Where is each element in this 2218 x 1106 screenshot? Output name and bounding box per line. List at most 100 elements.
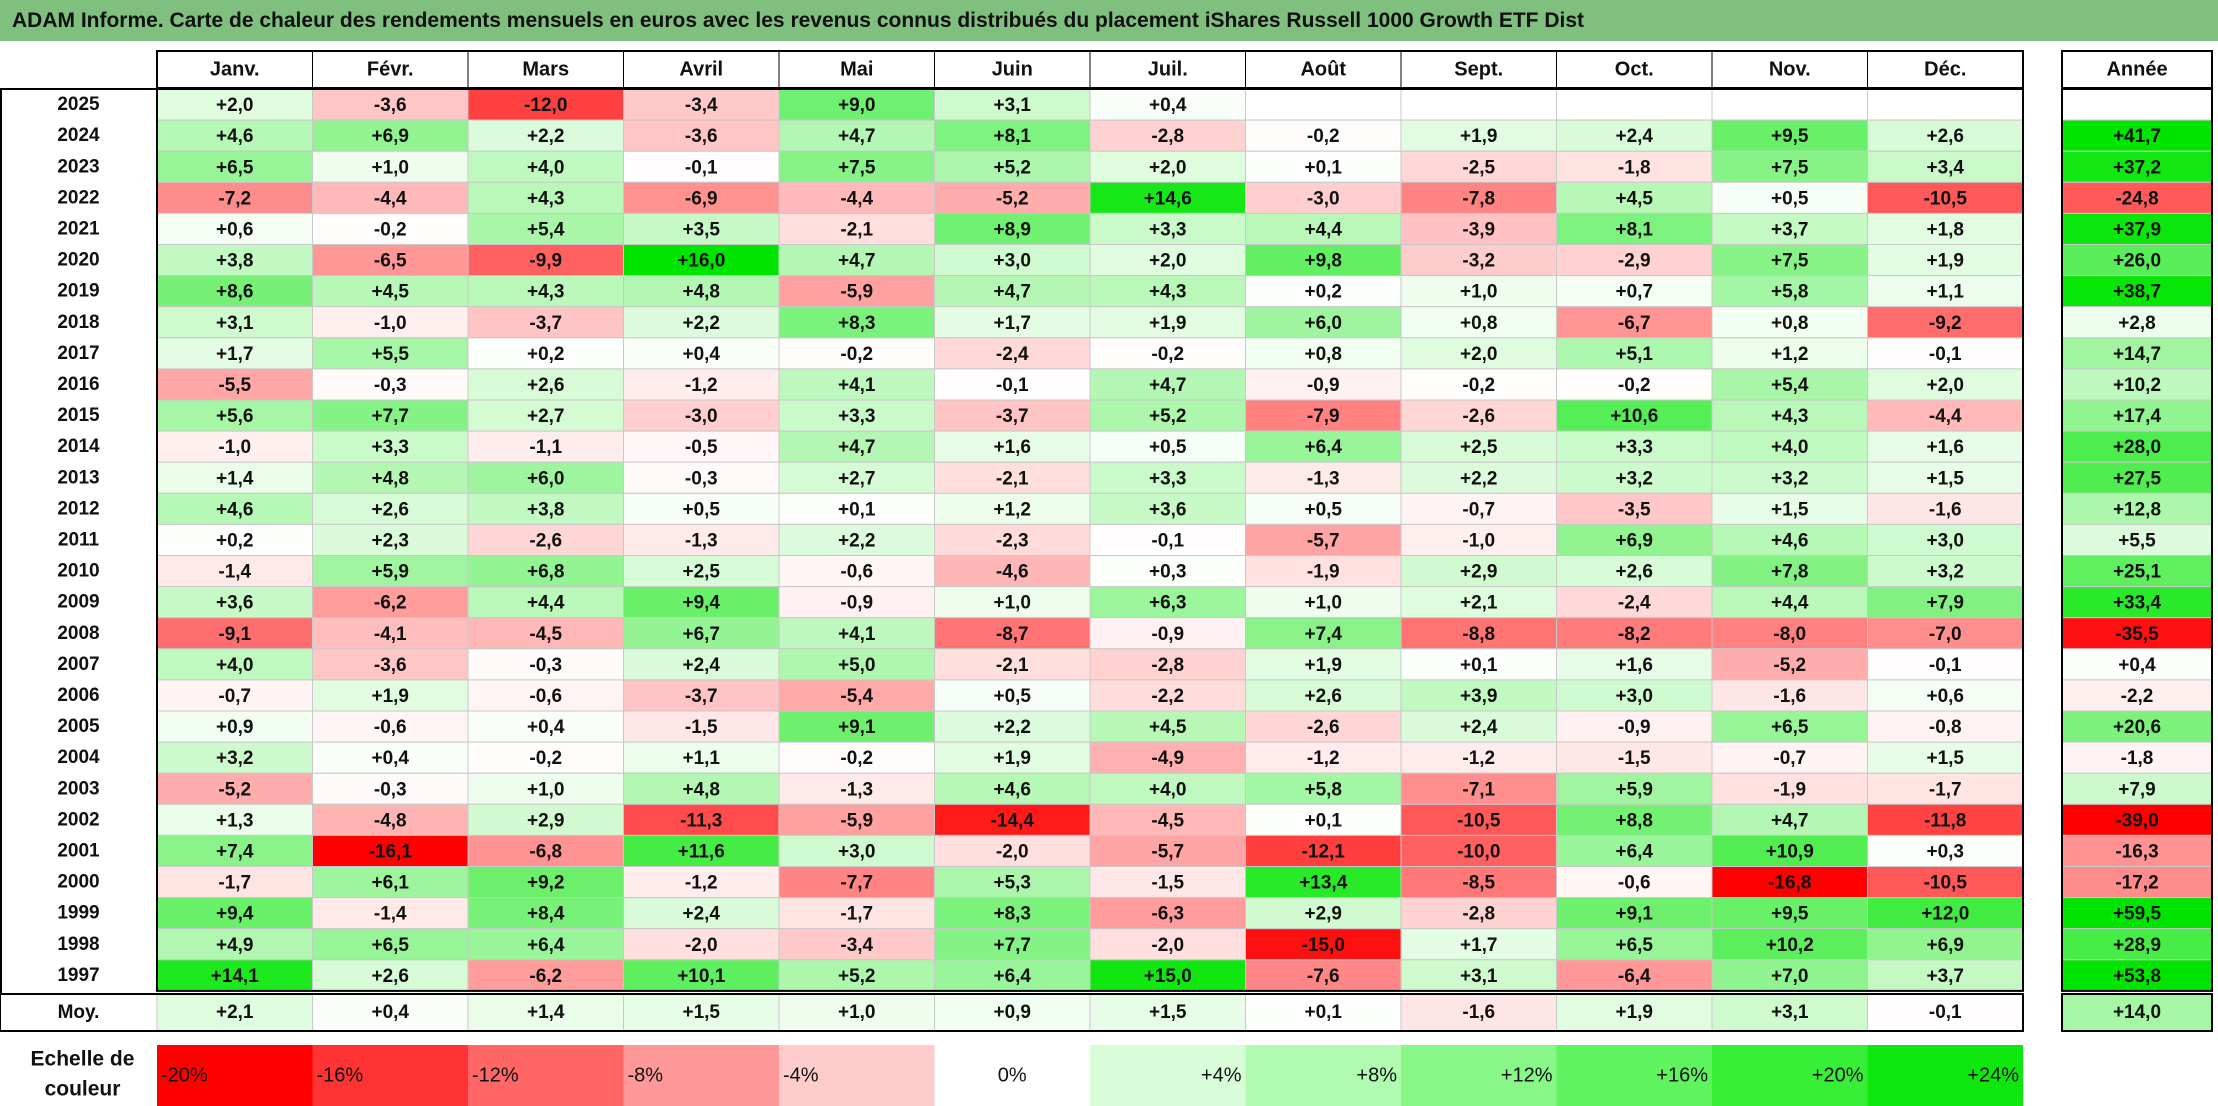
- heat-cell: [1867, 399, 2024, 432]
- heat-cell-value: -10,5: [1924, 188, 1968, 209]
- heat-cell: [1556, 306, 1713, 339]
- heat-cell-value: +0,1: [838, 499, 876, 520]
- heat-cell-value: +4,0: [527, 157, 565, 178]
- heat-cell-value: +2,2: [993, 717, 1031, 738]
- heat-cell-value: +0,6: [216, 219, 254, 240]
- heat-cell-value: +3,2: [1926, 562, 1964, 583]
- heat-cell-value: +6,0: [1304, 313, 1342, 334]
- annual-cell: [2061, 119, 2213, 152]
- heat-cell-value: +4,0: [1771, 437, 1809, 458]
- heat-cell-value: +2,9: [1304, 904, 1342, 925]
- heat-cell: [467, 150, 624, 183]
- heat-cell: [778, 306, 935, 339]
- heat-cell: [1400, 181, 1557, 214]
- heat-cell-value: -2,8: [1462, 904, 1495, 925]
- heat-cell-value: +7,7: [993, 935, 1031, 956]
- annual-cell: [2061, 430, 2213, 463]
- heat-cell: [623, 555, 780, 588]
- heat-cell-value: -1,5: [685, 717, 718, 738]
- heat-cell: [1400, 337, 1557, 370]
- annual-cell-value: +7,9: [2118, 779, 2156, 800]
- heat-cell-value: +1,9: [1304, 655, 1342, 676]
- heat-cell: [1245, 648, 1402, 681]
- heat-cell: [1556, 492, 1713, 525]
- heat-cell-value: -0,2: [840, 344, 873, 365]
- annual-cell-value: +59,5: [2113, 904, 2162, 925]
- heat-cell: [1711, 275, 1868, 308]
- year-label: 2011: [58, 529, 100, 550]
- heat-cell-value: +7,5: [1771, 157, 1809, 178]
- heat-cell-value: -6,2: [374, 593, 407, 614]
- heat-cell-value: -7,1: [1462, 779, 1495, 800]
- heat-cell-value: +1,0: [1460, 282, 1498, 303]
- heat-cell-value: +2,2: [527, 126, 565, 147]
- heat-cell-value: -12,1: [1302, 841, 1346, 862]
- heat-cell-value: -0,5: [685, 437, 718, 458]
- heat-cell-value: +0,1: [1460, 655, 1498, 676]
- heat-cell-value: +4,7: [1771, 810, 1809, 831]
- heat-cell-value: +4,3: [1149, 282, 1187, 303]
- heat-cell-value: -6,9: [685, 188, 718, 209]
- scale-swatch: [934, 1045, 1090, 1106]
- heat-cell-value: -6,3: [1151, 904, 1184, 925]
- heat-cell: [623, 492, 780, 525]
- heat-cell-value: +3,0: [993, 251, 1031, 272]
- average-cell-value: +2,1: [216, 1002, 254, 1023]
- heat-cell-value: -2,9: [1618, 251, 1651, 272]
- heat-cell: [156, 586, 313, 619]
- heat-cell-value: +4,5: [1615, 188, 1653, 209]
- month-header-label: Mai: [840, 59, 873, 81]
- heat-cell: [1089, 430, 1246, 463]
- heat-cell: [1400, 803, 1557, 836]
- heat-cell-value: +2,2: [1460, 468, 1498, 489]
- annual-cell: [2061, 866, 2213, 899]
- annual-cell: [2061, 492, 2213, 525]
- heat-cell: [312, 555, 469, 588]
- heat-cell-value: -5,7: [1307, 530, 1340, 551]
- heat-cell: [1245, 492, 1402, 525]
- scale-swatch: [1401, 1045, 1557, 1106]
- heat-cell-value: +6,0: [527, 468, 565, 489]
- heat-cell-value: +0,2: [527, 344, 565, 365]
- heat-cell: [467, 679, 624, 712]
- heat-cell-value: -3,4: [685, 95, 718, 116]
- heat-cell-value: +6,5: [1615, 935, 1653, 956]
- heat-cell-value: -0,2: [374, 219, 407, 240]
- annual-cell: [2061, 928, 2213, 961]
- heat-cell-value: -0,3: [685, 468, 718, 489]
- heat-cell: [778, 337, 935, 370]
- heat-cell: [778, 586, 935, 619]
- heat-cell-value: +0,5: [1771, 188, 1809, 209]
- heat-cell: [1556, 897, 1713, 930]
- year-label: 2013: [57, 467, 99, 488]
- heat-cell-value: +1,2: [1771, 344, 1809, 365]
- annual-cell: [2061, 803, 2213, 836]
- year-label: 1997: [57, 965, 99, 986]
- heat-cell: [156, 492, 313, 525]
- month-header-label: Mars: [522, 59, 569, 81]
- scale-swatch: [1090, 1045, 1246, 1106]
- heat-cell: [1867, 88, 2024, 121]
- heat-cell-value: -1,2: [1462, 748, 1495, 769]
- heat-cell: [1400, 834, 1557, 868]
- heat-cell-value: +3,2: [216, 748, 254, 769]
- heat-cell-value: -0,6: [374, 717, 407, 738]
- scale-swatch-label: +16%: [1656, 1065, 1708, 1087]
- heat-cell-value: +4,6: [1771, 530, 1809, 551]
- heat-cell-value: -5,2: [1773, 655, 1806, 676]
- heat-cell-value: +3,3: [838, 406, 876, 427]
- heat-cell-value: -1,2: [685, 873, 718, 894]
- heat-cell-value: +4,7: [993, 282, 1031, 303]
- heat-cell-value: +5,4: [527, 219, 565, 240]
- heat-cell: [1400, 586, 1557, 619]
- heat-cell-value: +1,9: [1926, 251, 1964, 272]
- heat-cell-value: +5,2: [1149, 406, 1187, 427]
- heat-cell-value: +6,4: [1304, 437, 1342, 458]
- heat-cell: [1711, 181, 1868, 214]
- heat-cell-value: +1,6: [1926, 437, 1964, 458]
- average-cell-value: +1,9: [1615, 1002, 1653, 1023]
- heat-cell: [1089, 617, 1246, 650]
- heat-cell: [312, 150, 469, 183]
- heat-cell-value: +2,6: [527, 375, 565, 396]
- heat-cell: [1867, 897, 2024, 930]
